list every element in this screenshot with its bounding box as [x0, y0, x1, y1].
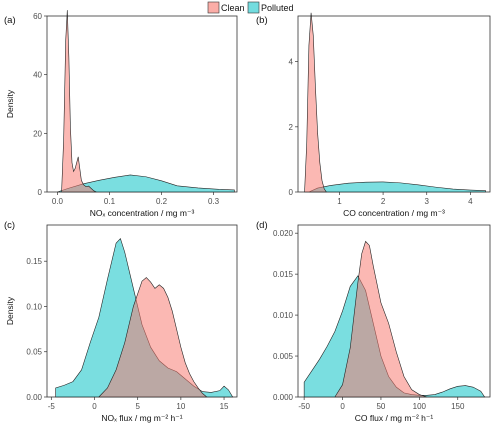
x-tick-label: 0.0: [52, 197, 64, 206]
y-axis-label: Density: [5, 296, 15, 325]
x-axis-label: CO concentration / mg m⁻³: [343, 208, 445, 218]
x-tick-label: 2: [381, 197, 386, 206]
y-tick-label: 0.15: [26, 257, 42, 266]
x-tick-label: -5: [48, 402, 56, 411]
panel-label: (a): [4, 15, 16, 26]
x-axis-label: NOₓ flux / mg m⁻² h⁻¹: [101, 413, 182, 423]
x-tick-label: 3: [425, 197, 430, 206]
x-tick-label: 0.1: [104, 197, 116, 206]
y-tick-label: 0.020: [273, 229, 294, 238]
x-tick-label: 150: [451, 402, 465, 411]
density-area-clean: [61, 10, 97, 193]
density-area-clean: [304, 12, 327, 193]
x-axis-label: NOₓ concentration / mg m⁻³: [90, 208, 195, 218]
y-tick-label: 40: [33, 71, 42, 80]
legend-label-polluted: Polluted: [261, 3, 294, 13]
y-tick-label: 0.015: [273, 270, 294, 279]
y-tick-label: 60: [33, 12, 42, 21]
x-tick-label: 15: [220, 402, 229, 411]
density-area-clean: [334, 240, 428, 398]
panel-a: 0.0 0.1 0.2 0.3 0 20 40 60 NOₓ concentration / m…: [4, 10, 238, 218]
y-tick-label: 20: [33, 129, 42, 138]
y-axis-label: Density: [5, 89, 15, 118]
panel-d: -50 0 50 100 150 0.000 0.005 0.010 0.015 0.020 CO …: [256, 220, 491, 423]
panel-border: [46, 15, 238, 193]
y-tick-label: 0.00: [26, 393, 42, 402]
y-tick-label: 0: [38, 188, 43, 197]
y-tick-label: 0.10: [26, 302, 42, 311]
x-tick-label: 0: [92, 402, 97, 411]
panel-c: -5 0 5 10 15 0.00 0.05 0.10 0.15 NOₓ flux / mg m⁻…: [4, 220, 238, 423]
density-area-clean: [98, 277, 208, 398]
panel-b: 1 2 3 4 0 2 4 CO concentration / mg m⁻³ (b): [256, 12, 491, 218]
y-tick-label: 0.000: [273, 393, 294, 402]
x-tick-label: 100: [413, 402, 427, 411]
legend-label-clean: Clean: [221, 3, 245, 13]
x-tick-label: 50: [376, 402, 385, 411]
panel-label: (d): [256, 220, 268, 231]
x-tick-label: 0.2: [156, 197, 168, 206]
x-tick-label: 0: [340, 402, 345, 411]
panel-label: (c): [4, 220, 15, 231]
y-tick-label: 0.05: [26, 348, 42, 357]
panel-label: (b): [256, 15, 268, 26]
legend-swatch-polluted: [247, 1, 260, 14]
x-tick-label: 1: [337, 197, 342, 206]
y-tick-label: 2: [289, 123, 294, 132]
panel-border: [297, 15, 491, 193]
y-tick-label: 0: [289, 188, 294, 197]
x-tick-label: 4: [468, 197, 473, 206]
legend-swatch-clean: [207, 1, 220, 14]
density-area-polluted: [57, 174, 235, 193]
y-tick-label: 0.005: [273, 352, 294, 361]
x-tick-label: 0.3: [208, 197, 220, 206]
x-axis-label: CO flux / mg m⁻² h⁻¹: [355, 413, 434, 423]
x-tick-label: 10: [176, 402, 185, 411]
x-tick-label: -50: [298, 402, 310, 411]
y-tick-label: 0.010: [273, 311, 294, 320]
density-area-polluted: [308, 181, 486, 193]
legend: Clean Polluted: [207, 1, 294, 14]
y-tick-label: 4: [289, 58, 294, 67]
x-tick-label: 5: [135, 402, 140, 411]
